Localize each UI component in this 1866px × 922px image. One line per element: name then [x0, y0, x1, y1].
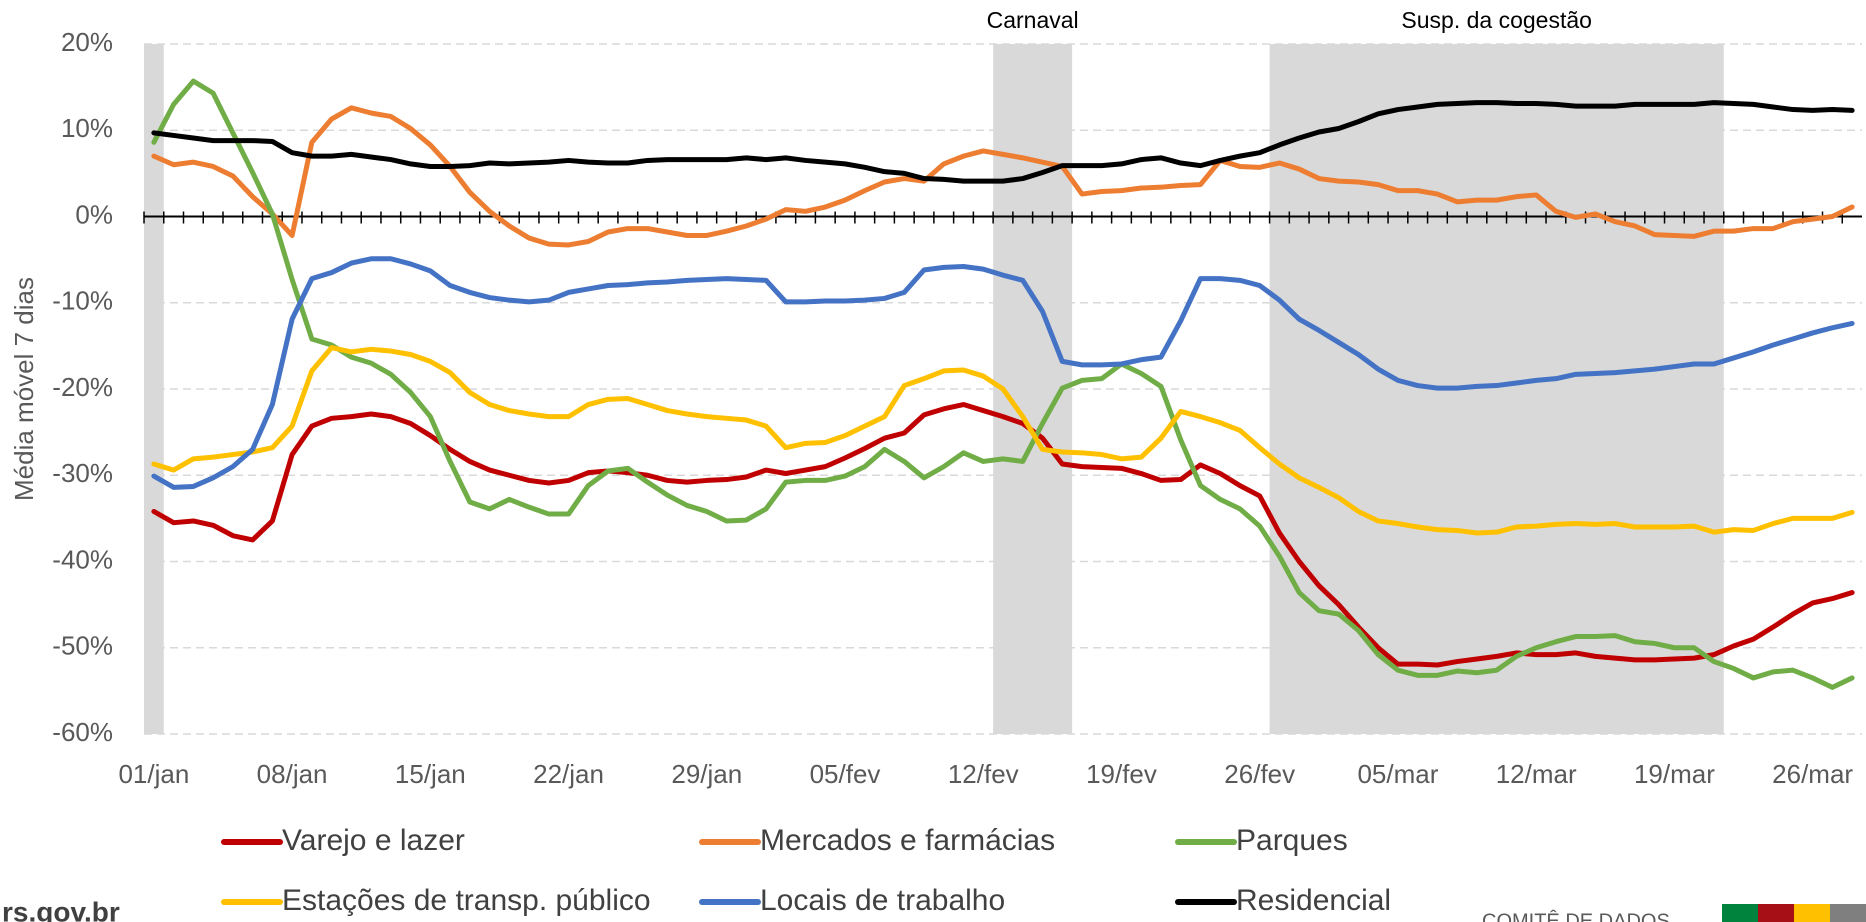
y-tick-label: -40%: [52, 544, 113, 574]
y-tick-label: -50%: [52, 631, 113, 661]
y-tick-label: -20%: [52, 372, 113, 402]
series-line: [151, 78, 1855, 690]
series-line: [151, 402, 1855, 668]
x-tick-label: 19/fev: [1086, 759, 1157, 789]
x-tick-label: 12/mar: [1496, 759, 1577, 789]
footer-color-block: [1794, 904, 1830, 922]
x-tick-label: 26/fev: [1224, 759, 1295, 789]
y-tick-label: -60%: [52, 717, 113, 747]
y-axis-label: Média móvel 7 dias: [9, 277, 39, 501]
x-tick-label: 15/jan: [395, 759, 466, 789]
x-tick-label: 22/jan: [533, 759, 604, 789]
legend-label: Varejo e lazer: [282, 824, 465, 857]
y-tick-label: -10%: [52, 286, 113, 316]
y-tick-label: 0%: [75, 199, 113, 229]
series-line: [151, 105, 1855, 248]
legend-label: Mercados e farmácias: [760, 824, 1055, 857]
legend-label: Residencial: [1236, 884, 1391, 917]
x-tick-label: 12/fev: [948, 759, 1019, 789]
x-tick-label: 19/mar: [1634, 759, 1715, 789]
footer-color-block: [1758, 904, 1794, 922]
footer-site: rs.gov.br: [2, 896, 120, 922]
x-tick-label: 01/jan: [118, 759, 189, 789]
region-label: Carnaval: [987, 7, 1079, 33]
x-tick-label: 08/jan: [257, 759, 328, 789]
series-line: [151, 100, 1855, 184]
y-tick-label: -30%: [52, 458, 113, 488]
y-tick-label: 10%: [61, 113, 113, 143]
series-line: [151, 345, 1855, 536]
line-layer: [151, 78, 1855, 690]
x-tick-label: 05/mar: [1357, 759, 1438, 789]
region-label: Susp. da cogestão: [1401, 7, 1592, 33]
legend-label: Locais de trabalho: [760, 884, 1005, 917]
x-tick-label: 05/fev: [810, 759, 881, 789]
legend-label: Estações de transp. público: [282, 884, 651, 917]
legend-label: Parques: [1236, 824, 1348, 857]
footer-brand: COMITÊ DE DADOS: [1482, 909, 1670, 922]
legend: Varejo e lazer Mercados e farmácias Parque…: [221, 824, 1391, 917]
y-tick-label: 20%: [61, 27, 113, 57]
x-tick-label: 29/jan: [671, 759, 742, 789]
series-line: [151, 256, 1855, 490]
footer-color-block: [1722, 904, 1758, 922]
x-tick-label: 26/mar: [1772, 759, 1853, 789]
footer-color-block: [1830, 904, 1866, 922]
